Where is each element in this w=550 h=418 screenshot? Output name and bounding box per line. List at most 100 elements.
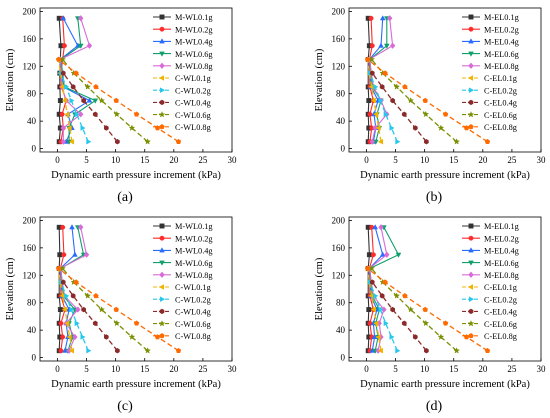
series-C-WL0.8g [55,56,182,145]
x-tick-label: 15 [449,155,459,165]
legend-item: M-WL0.8g [153,271,213,280]
data-point [133,320,140,326]
data-point [393,83,401,90]
legend: M-EL0.1g M-EL0.2g M-EL0.4g M-EL0.6g M-EL0.8g… [462,222,519,341]
data-point [73,70,79,76]
data-point [369,70,375,76]
legend-label: C-EL0.4g [484,99,517,108]
y-axis-label: Elevation (cm) [5,48,16,111]
data-point [81,97,86,104]
legend-item: M-WL0.6g [153,259,213,268]
legend-marker [159,271,165,279]
panel-label: (c) [117,399,133,414]
data-point [437,124,445,131]
data-point [422,306,428,312]
data-point [60,334,66,340]
data-point [175,138,182,145]
data-point [378,306,384,313]
legend-item: C-WL0.6g [153,320,211,329]
legend-item: C-EL0.6g [462,111,517,120]
data-point [77,15,84,22]
legend-marker [158,75,165,81]
legend-item: M-WL0.2g [153,234,213,243]
legend-item: C-WL0.1g [153,74,211,83]
x-tick-label: 0 [364,155,369,165]
legend-marker [468,260,474,266]
series-line [369,72,398,142]
legend-marker [159,62,165,70]
legend: M-EL0.1g M-EL0.2g M-EL0.4g M-EL0.6g M-EL0.8g… [462,13,519,132]
data-point [379,15,386,21]
data-point [60,138,67,145]
data-point [64,293,70,299]
legend-item: M-WL0.8g [153,62,213,71]
data-point [377,347,384,354]
y-tick-label: 120 [23,61,37,71]
legend-label: C-WL0.6g [175,320,211,329]
data-point [86,347,92,354]
x-tick-label: 5 [393,364,398,374]
data-point [77,111,84,118]
data-point [371,333,378,340]
legend-marker [158,284,165,290]
data-point [364,56,371,62]
legend-label: C-WL0.2g [175,86,211,95]
plot-frame [348,7,542,153]
legend-label: C-WL0.4g [175,99,211,108]
legend-item: C-EL0.1g [462,283,517,292]
data-point [68,138,75,145]
data-point [64,111,70,118]
data-point [60,224,66,230]
series-line [58,227,61,351]
data-point [69,224,75,230]
y-axis-label: Elevation (cm) [314,257,325,320]
data-point [402,84,408,90]
data-point [70,293,76,299]
legend-item: C-EL0.1g [462,74,517,83]
data-point [74,111,80,118]
series-C-EL0.2g [367,279,401,354]
data-point [378,42,384,48]
data-point [375,125,381,131]
data-point [93,293,99,299]
data-point [442,320,449,326]
y-tick-label: 80 [336,298,346,308]
legend-marker [159,247,165,253]
y-tick-label: 160 [23,34,37,44]
data-point [422,110,430,118]
data-point [442,111,449,117]
legend-label: C-EL0.8g [484,332,517,341]
y-tick-label: 0 [32,353,37,363]
data-point [412,125,418,131]
legend-label: M-EL0.4g [484,38,519,47]
legend-item: M-WL0.1g [153,222,213,231]
legend-label: C-EL0.4g [484,308,517,317]
data-point [98,97,106,104]
data-point [369,43,375,49]
legend-label: C-WL0.4g [175,308,211,317]
data-point [113,110,121,118]
data-point [113,319,121,327]
data-point [383,320,389,327]
x-tick-label: 0 [55,364,60,374]
series-line [62,72,118,143]
legend-item: C-EL0.6g [462,320,517,329]
data-point [55,56,62,62]
data-point [66,125,72,131]
legend-item: C-WL0.8g [153,123,211,132]
data-point [103,334,109,340]
data-point [389,334,395,340]
panel-label: (d) [426,399,443,414]
x-tick-label: 10 [111,364,121,374]
legend-marker [468,223,474,229]
data-point [372,224,379,230]
legend-marker [468,296,475,303]
series-C-EL0.2g [367,70,401,145]
series-line [59,18,91,142]
data-point [484,138,491,145]
y-tick-label: 200 [23,6,37,16]
series-C-WL0.4g [60,70,120,145]
legend-label: M-WL0.8g [175,271,213,280]
data-point [377,138,384,145]
